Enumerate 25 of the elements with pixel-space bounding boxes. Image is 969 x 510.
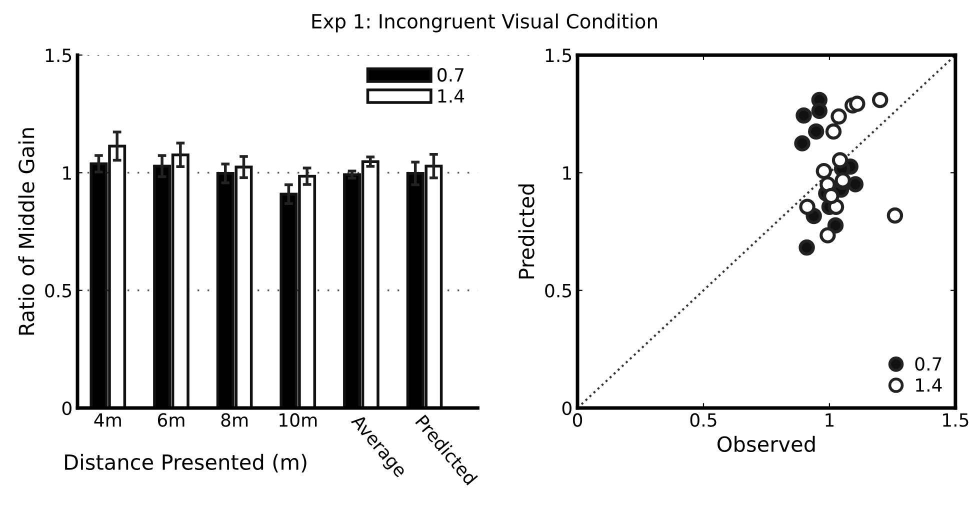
y-tick-label: 0: [62, 401, 72, 416]
y-axis-title: Predicted: [518, 184, 534, 278]
y-tick-label: 0.5: [545, 284, 572, 298]
x-tick-label: 10m: [280, 413, 317, 427]
x-axis-title: Distance Presented (m): [65, 454, 306, 472]
x-tick-label: 0: [572, 413, 582, 427]
y-tick-label: 0.5: [45, 284, 72, 298]
legend-label: 1.4: [916, 378, 942, 392]
y-tick-label: 0: [562, 401, 572, 416]
x-tick-label: 6m: [158, 413, 184, 427]
legend-label: 0.7: [915, 357, 942, 371]
x-tick-label: 1: [826, 413, 834, 427]
x-tick-label: 0.5: [690, 413, 716, 427]
y-tick-label: 1.5: [46, 48, 72, 62]
y-tick-label: 1: [563, 166, 571, 180]
y-tick-label: 1.5: [546, 48, 572, 62]
y-axis-title: Ratio of Middle Gain: [18, 128, 34, 335]
chart-title: Exp 1: Incongruent Visual Condition: [312, 14, 657, 32]
x-tick-label: 1.5: [943, 413, 968, 427]
x-tick-label: 8m: [221, 413, 248, 427]
x-axis-title: Observed: [718, 436, 815, 452]
y-tick-label: 1: [63, 166, 71, 180]
legend-label: 0.7: [438, 68, 464, 82]
legend-label: 1.4: [438, 89, 464, 103]
x-tick-label: 4m: [94, 413, 121, 427]
